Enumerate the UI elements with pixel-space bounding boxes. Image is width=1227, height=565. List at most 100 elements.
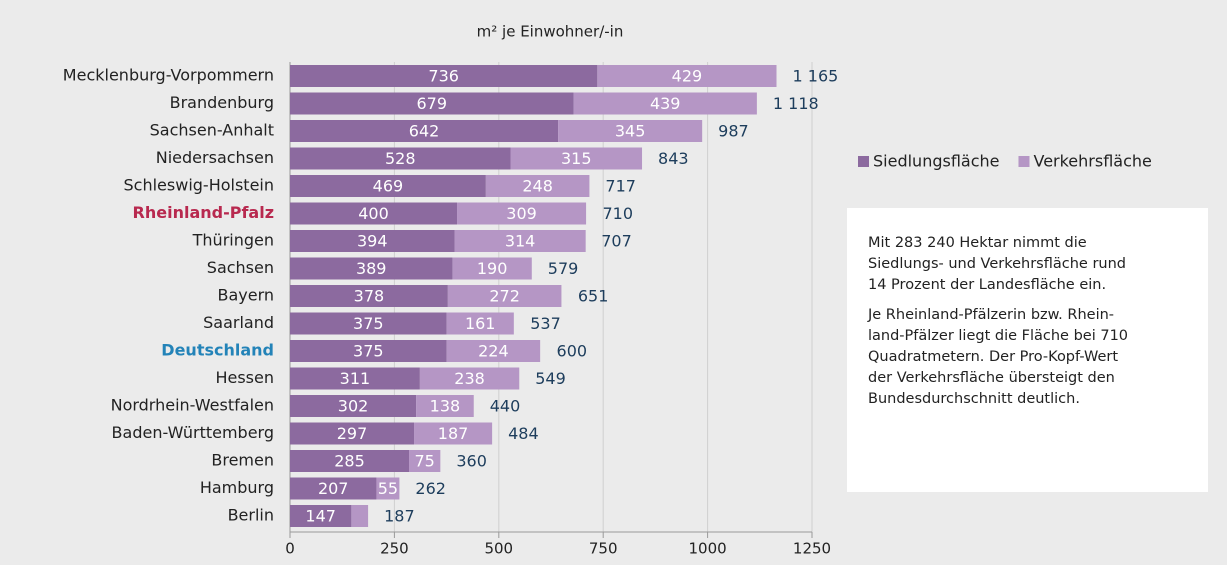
bar-segment xyxy=(376,477,400,500)
x-tick-label: 1250 xyxy=(793,540,831,558)
total-label: 360 xyxy=(456,452,487,471)
x-tick-label: 750 xyxy=(589,540,618,558)
value-label: 315 xyxy=(561,149,592,168)
annotation-line: Quadratmetern. Der Pro-Kopf-Wert xyxy=(868,349,1118,365)
annotation-box xyxy=(847,208,1208,492)
bar-segment xyxy=(290,230,455,252)
value-label: 297 xyxy=(337,424,368,443)
value-label: 161 xyxy=(465,314,496,333)
bar-segment xyxy=(290,312,447,335)
x-tick-label: 250 xyxy=(380,540,409,558)
annotation-line: Siedlungs- und Verkehrsfläche rund xyxy=(868,256,1126,272)
value-label: 272 xyxy=(489,287,520,306)
value-label: 642 xyxy=(409,122,440,141)
total-label: 549 xyxy=(535,369,566,388)
total-label: 600 xyxy=(557,342,588,361)
bar-segment xyxy=(485,175,590,197)
value-label: 375 xyxy=(353,314,384,333)
total-label: 651 xyxy=(578,287,609,306)
bar-segment xyxy=(409,450,441,472)
bar-segment xyxy=(290,175,486,197)
total-label: 843 xyxy=(658,149,689,168)
category-label: Mecklenburg-Vorpommern xyxy=(63,66,274,85)
bar-segment xyxy=(447,285,562,307)
total-label: 1 165 xyxy=(793,67,839,86)
category-label: Rheinland-Pfalz xyxy=(133,203,274,222)
bar-segment xyxy=(414,422,493,445)
annotation-line: Mit 283 240 Hektar nimmt die xyxy=(868,235,1087,251)
annotation-line: Je Rheinland-Pfälzerin bzw. Rhein- xyxy=(867,307,1114,323)
value-label: 314 xyxy=(505,232,536,251)
bar-segment xyxy=(446,340,541,362)
bar-segment xyxy=(290,65,598,87)
bar-segment xyxy=(290,367,420,390)
chart-title: m² je Einwohner/-in xyxy=(477,23,624,41)
bar-segment xyxy=(290,120,559,142)
bar-segment xyxy=(290,422,415,445)
value-label: 207 xyxy=(318,479,349,498)
value-label: 238 xyxy=(454,369,485,388)
category-label: Sachsen-Anhalt xyxy=(150,121,274,140)
total-label: 987 xyxy=(718,122,749,141)
value-label: 311 xyxy=(340,369,371,388)
bar-segment xyxy=(290,340,447,362)
category-label: Deutschland xyxy=(161,341,274,360)
bar-segment xyxy=(290,395,417,417)
total-label: 717 xyxy=(605,177,636,196)
annotation-line: land-Pfälzer liegt die Fläche bei 710 xyxy=(868,328,1128,344)
x-tick-label: 0 xyxy=(285,540,295,558)
bar-segment xyxy=(597,65,777,87)
value-label: 378 xyxy=(354,287,385,306)
bar-segment xyxy=(419,367,520,390)
value-label: 55 xyxy=(378,479,398,498)
total-label: 710 xyxy=(602,204,633,223)
bar-segment xyxy=(290,450,410,472)
category-label: Nordrhein-Westfalen xyxy=(111,396,274,415)
value-label: 302 xyxy=(338,397,369,416)
value-label: 309 xyxy=(506,204,537,223)
total-label: 262 xyxy=(415,479,446,498)
value-label: 736 xyxy=(428,67,459,86)
value-label: 75 xyxy=(414,452,434,471)
annotation-line: 14 Prozent der Landesfläche ein. xyxy=(868,277,1106,293)
x-tick-label: 1000 xyxy=(689,540,727,558)
annotation-line: der Verkehrsfläche übersteigt den xyxy=(868,370,1115,386)
value-label: 248 xyxy=(522,177,553,196)
value-label: 400 xyxy=(358,204,389,223)
value-label: 394 xyxy=(357,232,388,251)
category-label: Bremen xyxy=(211,451,274,470)
value-label: 285 xyxy=(334,452,365,471)
bar-segment xyxy=(510,147,643,170)
value-label: 190 xyxy=(477,259,508,278)
value-label: 389 xyxy=(356,259,387,278)
bar-segment xyxy=(290,147,511,170)
category-label: Thüringen xyxy=(192,231,274,250)
bar-segment xyxy=(290,92,574,115)
category-label: Sachsen xyxy=(207,258,274,277)
bar-segment xyxy=(290,505,352,527)
bar-segment xyxy=(457,202,587,225)
bar-segment xyxy=(290,285,448,307)
value-label: 224 xyxy=(478,342,509,361)
value-label: 469 xyxy=(373,177,404,196)
category-label: Brandenburg xyxy=(170,93,274,112)
category-label: Hamburg xyxy=(200,478,274,497)
value-label: 429 xyxy=(672,67,703,86)
bar-segment xyxy=(290,257,453,280)
legend-swatch xyxy=(858,156,869,167)
total-label: 707 xyxy=(601,232,632,251)
total-label: 1 118 xyxy=(773,94,819,113)
total-label: 440 xyxy=(490,397,521,416)
x-tick-label: 500 xyxy=(484,540,513,558)
legend-swatch xyxy=(1018,156,1030,167)
value-label: 679 xyxy=(417,94,448,113)
bar-segment xyxy=(454,230,586,252)
total-label: 579 xyxy=(548,259,579,278)
value-label: 187 xyxy=(438,424,469,443)
bar-segment xyxy=(573,92,757,115)
value-label: 138 xyxy=(430,397,461,416)
value-label: 528 xyxy=(385,149,416,168)
bar-segment xyxy=(452,257,532,280)
value-label: 375 xyxy=(353,342,384,361)
